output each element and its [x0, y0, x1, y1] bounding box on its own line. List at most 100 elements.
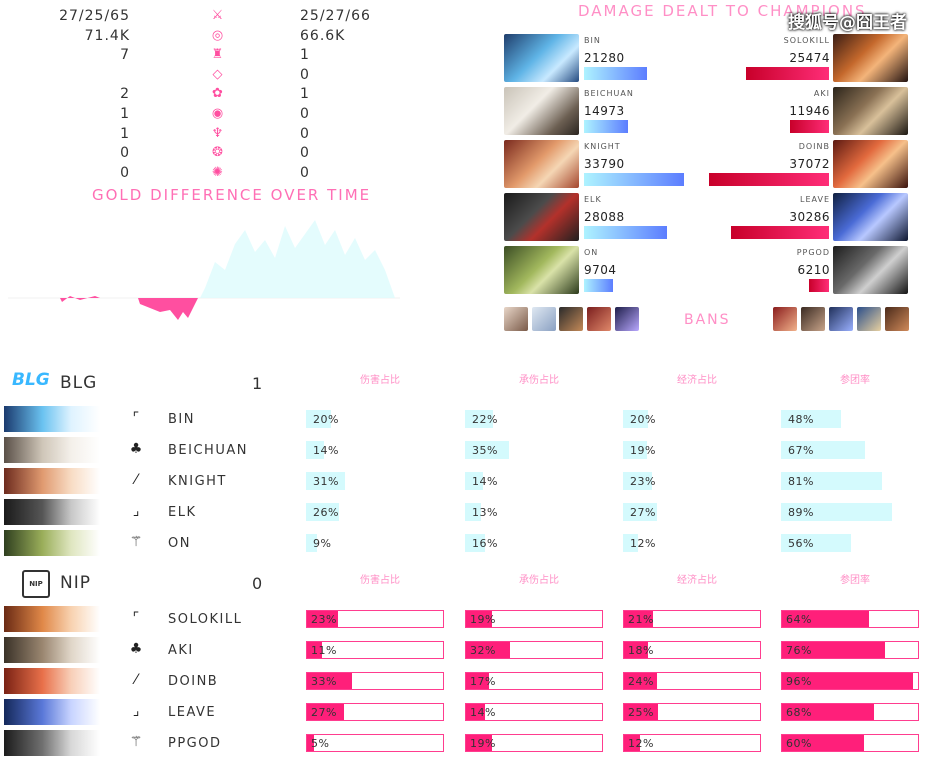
team-name: NIP	[60, 573, 91, 593]
stat-value: 89%	[788, 506, 814, 519]
stat-row: 27/25/65 ⚔ 25/27/66	[0, 8, 430, 28]
stat-bar	[465, 503, 482, 521]
red-damage-bar	[730, 226, 829, 239]
stat-value: 19%	[470, 737, 496, 750]
stat-value: 14%	[470, 706, 496, 719]
red-damage-bar	[746, 67, 829, 80]
stat-bar-fill	[466, 642, 510, 658]
stat-value: 33%	[311, 675, 337, 688]
blue-damage-bar	[584, 279, 613, 292]
stat-bar: 17%	[465, 672, 603, 690]
stat-blue-value: 0	[120, 145, 130, 162]
stat-blue-value: 0	[120, 164, 130, 181]
stat-bar: 19%	[465, 734, 603, 752]
player-champion-portrait	[4, 637, 100, 663]
stat-bar	[465, 410, 493, 428]
stat-value: 22%	[472, 413, 498, 426]
stat-value: 11%	[311, 644, 337, 657]
gold-negative-area	[60, 296, 198, 320]
stat-value: 64%	[786, 613, 812, 626]
stat-blue-value: 27/25/65	[59, 8, 130, 24]
stat-value: 25%	[628, 706, 654, 719]
stat-bar: 27%	[306, 703, 444, 721]
stat-row: ◇ 0	[0, 67, 430, 87]
stat-value: 19%	[630, 444, 656, 457]
stat-bar: 60%	[781, 734, 919, 752]
red-player-name: LEAVE	[800, 195, 830, 204]
stat-bar	[781, 534, 851, 552]
blue-player-name: BEICHUAN	[584, 89, 634, 98]
stat-bar: 33%	[306, 672, 444, 690]
player-champion-portrait	[4, 468, 100, 494]
stat-red-value: 0	[300, 66, 310, 83]
blg-logo: BLG	[12, 370, 50, 390]
red-player-name: PPGOD	[796, 248, 830, 257]
blue-champion-portrait	[504, 246, 579, 294]
stat-bar	[306, 472, 345, 490]
stat-bar-fill	[624, 642, 649, 658]
blue-damage-bar	[584, 120, 629, 133]
sword-icon: ⚔	[211, 8, 225, 23]
stat-value: 21%	[628, 613, 654, 626]
stat-value: 68%	[786, 706, 812, 719]
blue-player-name: BIN	[584, 36, 601, 45]
elder-icon: ❂	[212, 145, 224, 161]
stat-bar	[306, 503, 339, 521]
stat-value: 16%	[472, 537, 498, 550]
stat-bar-fill	[782, 704, 875, 720]
player-name: BEICHUAN	[168, 443, 248, 458]
stat-red-value: 0	[300, 125, 310, 142]
stat-blue-value: 1	[120, 106, 130, 122]
stat-blue-value: 1	[120, 125, 130, 142]
blue-champion-portrait	[504, 140, 579, 188]
inhibitor-icon: ◇	[212, 66, 224, 82]
top-icon: ⌜	[132, 410, 140, 426]
stat-bar	[781, 410, 841, 428]
blue-damage-value: 28088	[584, 210, 625, 224]
stat-bar-fill	[307, 673, 352, 689]
red-player-name: SOLOKILL	[783, 36, 830, 45]
stat-bar	[623, 503, 657, 521]
stat-bar-fill	[307, 704, 344, 720]
team-score: 0	[252, 574, 263, 593]
stat-bar	[623, 410, 648, 428]
stat-bar-fill	[466, 735, 492, 751]
stat-row: 71.4K ◎ 66.6K	[0, 28, 430, 48]
player-name: PPGOD	[168, 736, 222, 751]
stat-bar-fill	[782, 735, 864, 751]
red-champion-portrait	[833, 140, 908, 188]
player-champion-portrait	[4, 437, 100, 463]
column-header: 伤害占比	[360, 575, 400, 586]
red-damage-bar	[708, 173, 829, 186]
stat-bar: 24%	[623, 672, 761, 690]
stat-value: 13%	[472, 506, 498, 519]
red-damage-value: 37072	[789, 157, 830, 171]
column-header: 参团率	[840, 375, 870, 386]
team-score: 1	[252, 374, 263, 393]
stat-value: 14%	[313, 444, 339, 457]
blue-champion-portrait	[504, 87, 579, 135]
stat-bar-fill	[466, 704, 486, 720]
gold-chart-title: GOLD DIFFERENCE OVER TIME	[92, 186, 372, 204]
stat-bar-fill	[307, 735, 314, 751]
stat-bar: 21%	[623, 610, 761, 628]
blue-champion-portrait	[504, 193, 579, 241]
blue-damage-bar	[584, 226, 667, 239]
player-name: ON	[168, 536, 191, 551]
red-damage-bar	[790, 120, 829, 133]
blue-ban-champion	[504, 307, 528, 331]
top-icon: ⌜	[132, 610, 140, 626]
stat-row: 0 ❂ 0	[0, 145, 430, 165]
stat-bar	[465, 534, 485, 552]
blue-player-name: ELK	[584, 195, 602, 204]
red-champion-portrait	[833, 246, 908, 294]
stat-bar-fill	[307, 611, 339, 627]
mid-icon: ⁄	[134, 472, 138, 488]
stat-row: 1 ♆ 0	[0, 126, 430, 146]
stat-value: 24%	[628, 675, 654, 688]
damage-panel-title: DAMAGE DEALT TO CHAMPIONS	[578, 2, 867, 20]
mid-icon: ⁄	[134, 672, 138, 688]
column-header: 参团率	[840, 575, 870, 586]
herald-icon: ◉	[211, 106, 225, 121]
stat-value: 12%	[628, 737, 654, 750]
